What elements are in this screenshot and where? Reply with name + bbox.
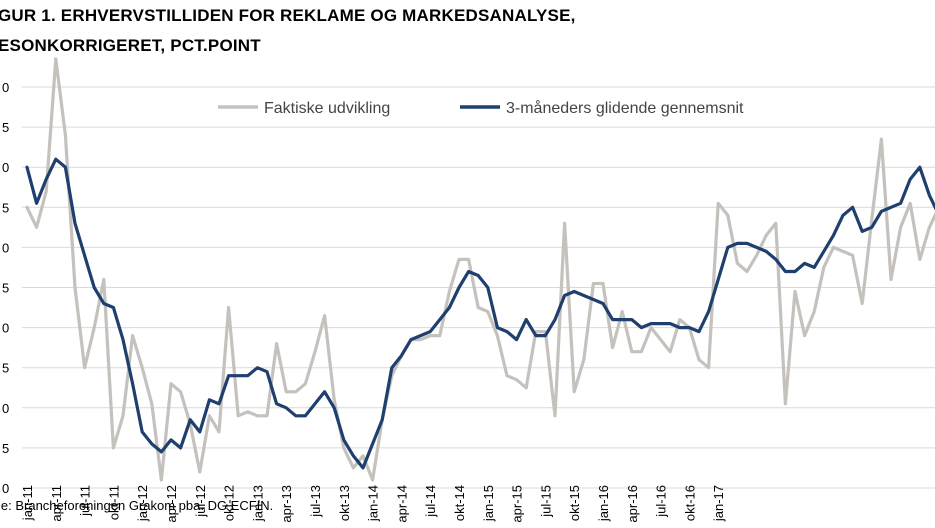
- x-tick-label: jul-12: [193, 485, 208, 518]
- x-tick-label: jan-14: [366, 485, 381, 522]
- legend-label-actual: Faktiske udvikling: [264, 100, 390, 117]
- x-tick-label: jan-11: [20, 485, 35, 521]
- x-tick-label: apr-11: [49, 485, 64, 522]
- x-tick-label: okt-13: [337, 485, 352, 521]
- y-tick-label: 5: [2, 441, 9, 456]
- x-tick-label: jan-15: [481, 485, 496, 522]
- y-tick-label: 0: [2, 401, 9, 416]
- y-tick-label: 0: [2, 321, 9, 336]
- x-tick-label: okt-15: [567, 485, 582, 521]
- y-tick-label: 5: [2, 200, 9, 215]
- legend: Faktiske udvikling 3-måneders glidende g…: [218, 99, 744, 117]
- y-tick-label: 0: [2, 80, 9, 95]
- y-tick-label: 0: [2, 160, 9, 175]
- x-tick-label: jan-17: [711, 485, 726, 522]
- x-tick-label: jan-16: [596, 485, 611, 522]
- chart-title-line-1: GUR 1. ERHVERVSTILLIDEN FOR REKLAME OG M…: [0, 6, 576, 25]
- x-tick-label: jan-13: [250, 485, 265, 522]
- legend-label-average: 3-måneders glidende gennemsnit: [506, 99, 744, 117]
- y-tick-label: 0: [2, 481, 9, 496]
- series-lines: [25, 57, 935, 482]
- series-line-average: [25, 157, 935, 470]
- x-tick-label: okt-14: [452, 485, 467, 521]
- x-tick-label: jan-12: [135, 485, 150, 522]
- y-axis-ticks: 0 5 0 5 0 5 0 5 0 5 0: [2, 80, 9, 496]
- x-axis-ticks: jan-11 apr-11 jul-11 okt-11 jan-12 apr-12 jul-…: [20, 485, 726, 523]
- y-tick-label: 0: [2, 240, 9, 255]
- x-tick-label: apr-12: [164, 485, 179, 523]
- source-note: le: Brancheforeningen Grakom pba. DG ECF…: [0, 498, 274, 513]
- chart-title-line-2: ESONKORRIGERET, PCT.POINT: [0, 36, 261, 55]
- x-tick-label: okt-12: [222, 485, 237, 521]
- x-tick-label: jul-14: [423, 485, 438, 518]
- y-tick-label: 5: [2, 120, 9, 135]
- gridlines: [22, 86, 935, 489]
- x-tick-label: apr-16: [625, 485, 640, 523]
- x-tick-label: apr-13: [279, 485, 294, 523]
- x-tick-label: jul-13: [308, 485, 323, 518]
- x-tick-label: apr-15: [510, 485, 525, 523]
- x-tick-label: apr-14: [394, 485, 409, 523]
- y-tick-label: 5: [2, 281, 9, 296]
- x-tick-label: jul-16: [654, 485, 669, 518]
- series-line-actual: [25, 57, 935, 482]
- x-tick-label: okt-16: [682, 485, 697, 521]
- y-tick-label: 5: [2, 361, 9, 376]
- x-tick-label: okt-11: [106, 485, 121, 520]
- x-tick-label: jul-15: [538, 485, 553, 518]
- x-tick-label: jul-11: [78, 485, 93, 517]
